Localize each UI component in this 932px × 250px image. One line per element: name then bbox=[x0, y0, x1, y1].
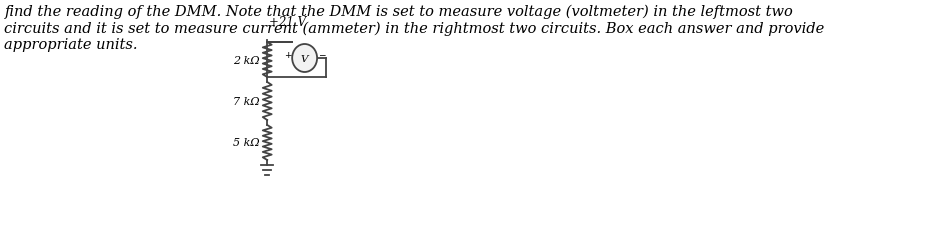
Text: 7 kΩ: 7 kΩ bbox=[234, 96, 260, 106]
Text: 5 kΩ: 5 kΩ bbox=[234, 138, 260, 148]
Text: +: + bbox=[283, 50, 292, 59]
Text: −: − bbox=[318, 50, 325, 59]
Circle shape bbox=[292, 45, 317, 73]
Text: 2 kΩ: 2 kΩ bbox=[234, 55, 260, 65]
Text: find the reading of the DMM. Note that the DMM is set to measure voltage (voltme: find the reading of the DMM. Note that t… bbox=[5, 5, 825, 52]
Text: V: V bbox=[301, 54, 308, 63]
Text: +21 V: +21 V bbox=[269, 16, 306, 29]
